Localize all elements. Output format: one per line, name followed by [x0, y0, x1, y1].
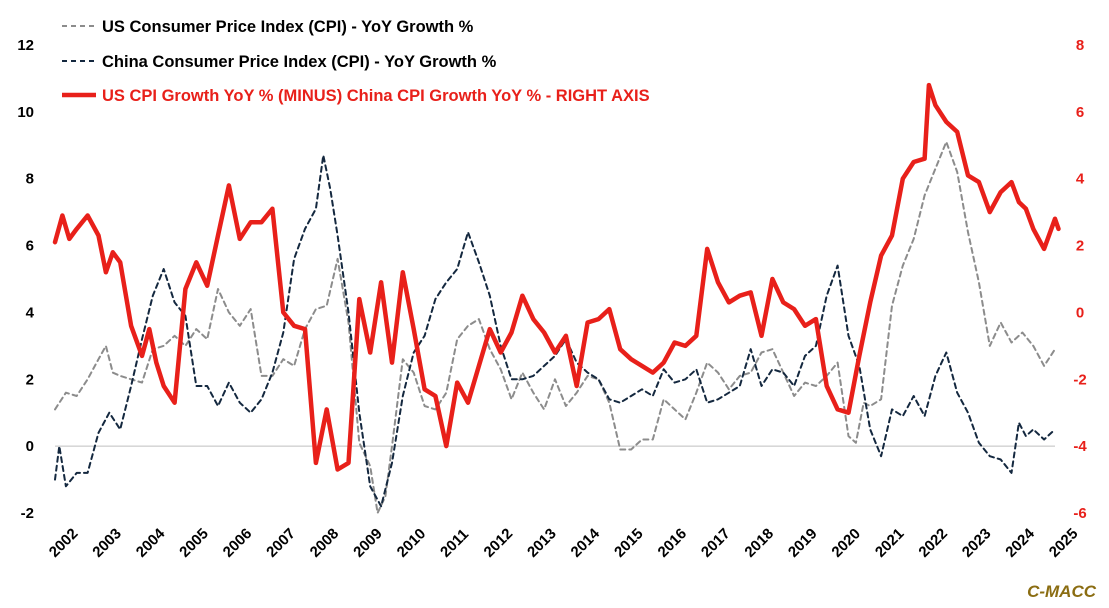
legend-label: China Consumer Price Index (CPI) - YoY G…: [102, 53, 497, 71]
x-tick-label: 2004: [133, 525, 169, 561]
right-tick-label: -4: [1073, 438, 1087, 455]
x-tick-label: 2014: [568, 525, 604, 561]
x-tick-label: 2024: [1002, 525, 1038, 561]
series-line-3: [52, 82, 1061, 472]
right-tick-label: 4: [1076, 171, 1085, 188]
left-tick-label: 4: [26, 304, 35, 321]
x-tick-label: 2010: [394, 525, 430, 561]
left-tick-label: 12: [17, 37, 34, 54]
x-tick-label: 2025: [1046, 525, 1082, 561]
right-tick-label: 8: [1076, 37, 1084, 54]
x-tick-label: 2011: [437, 526, 472, 561]
legend-label: US CPI Growth YoY % (MINUS) China CPI Gr…: [102, 87, 650, 105]
x-tick-label: 2016: [655, 525, 691, 561]
right-tick-label: -2: [1073, 371, 1086, 388]
series-layer: [52, 82, 1061, 514]
left-tick-label: 6: [26, 238, 34, 255]
right-tick-label: -6: [1073, 505, 1086, 522]
legend: US Consumer Price Index (CPI) - YoY Grow…: [62, 18, 650, 105]
x-tick-label: 2002: [46, 525, 82, 561]
legend-label: US Consumer Price Index (CPI) - YoY Grow…: [102, 18, 474, 36]
x-tick-label: 2006: [220, 525, 256, 561]
left-tick-label: 8: [26, 171, 34, 188]
series-line-2: [54, 154, 1056, 508]
x-tick-label: 2012: [481, 525, 517, 561]
watermark: C-MACC: [1027, 582, 1097, 601]
x-tick-label: 2015: [611, 525, 647, 561]
x-tick-label: 2017: [698, 525, 734, 561]
left-tick-label: 2: [26, 371, 34, 388]
x-tick-label: 2023: [959, 525, 995, 561]
right-tick-label: 2: [1076, 238, 1084, 255]
series-line-1: [54, 140, 1056, 514]
x-tick-label: 2022: [915, 525, 951, 561]
left-tick-label: -2: [21, 505, 34, 522]
right-tick-label: 6: [1076, 104, 1084, 121]
x-tick-label: 2003: [89, 525, 125, 561]
x-tick-label: 2019: [785, 525, 821, 561]
x-tick-label: 2013: [524, 525, 560, 561]
x-tick-label: 2018: [741, 525, 777, 561]
x-tick-label: 2009: [350, 525, 386, 561]
left-tick-label: 10: [17, 104, 34, 121]
x-tick-label: 2007: [263, 525, 299, 561]
left-tick-label: 0: [26, 438, 34, 455]
x-tick-label: 2020: [828, 525, 864, 561]
right-axis-ticks: -6 -4 -2 0 2 4 6 8: [1073, 37, 1087, 522]
x-tick-label: 2008: [307, 525, 343, 561]
left-axis-ticks: -2 0 2 4 6 8 10 12: [17, 37, 34, 522]
x-axis-ticks: 2002 2003 2004 2005 2006 2007 2008 2009 2010 2011…: [46, 525, 1082, 561]
x-tick-label: 2021: [872, 525, 908, 561]
x-tick-label: 2005: [176, 525, 212, 561]
right-tick-label: 0: [1076, 304, 1084, 321]
